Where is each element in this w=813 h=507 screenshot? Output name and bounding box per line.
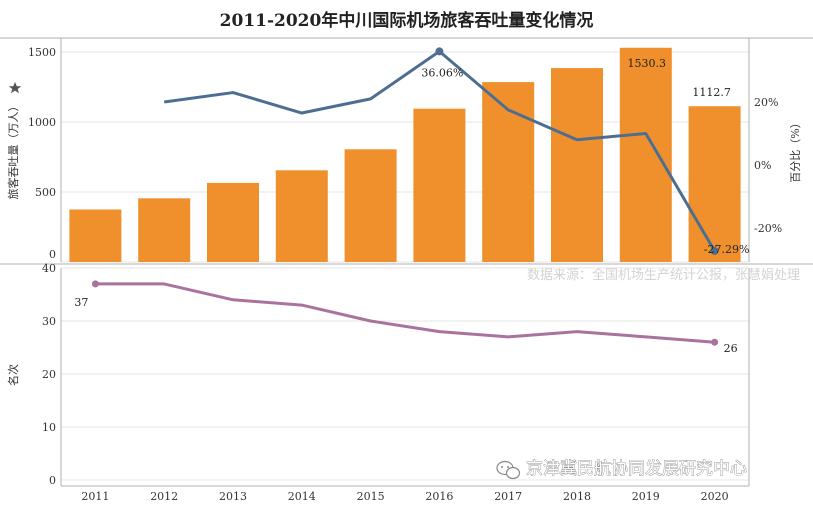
label-2011-rank: 37 xyxy=(74,296,88,309)
label-2020-growth: -27.29% xyxy=(704,243,750,256)
y-axis-label-left-bottom: 名次 xyxy=(6,364,20,386)
data-labels: 1530.3 1112.7 36.06% -27.29% 37 26 xyxy=(74,57,749,355)
source-note: 数据来源：全国机场生产统计公报，张慧娟处理 xyxy=(527,267,800,283)
y-axis-label-left-top: 旅客吞吐量（万人） xyxy=(6,101,20,200)
ytick-left-top: 500 xyxy=(35,186,56,199)
star-icon xyxy=(8,82,22,94)
ytick-right-top: 20% xyxy=(754,96,778,109)
xtick-2015: 2015 xyxy=(357,490,385,503)
label-2020-rank: 26 xyxy=(724,342,738,355)
label-2019-passengers: 1530.3 xyxy=(628,57,667,70)
growth-point-2016 xyxy=(435,47,444,56)
xtick-2020: 2020 xyxy=(701,490,729,503)
bar-2011 xyxy=(69,209,122,262)
ytick-left-bottom: 40 xyxy=(42,262,56,275)
bar-2013 xyxy=(207,182,259,262)
ytick-left-bottom: 30 xyxy=(42,315,56,328)
bar-2018 xyxy=(551,68,603,262)
ytick-left-bottom: 10 xyxy=(42,421,56,434)
ytick-right-top: 0% xyxy=(754,159,771,172)
y-axis-label-right-top: 百分比（%） xyxy=(789,117,802,182)
ytick-right-top: -20% xyxy=(754,222,782,235)
bar-2015 xyxy=(344,149,397,262)
ytick-left-bottom: 0 xyxy=(49,474,56,487)
xtick-2018: 2018 xyxy=(563,490,591,503)
label-2020-passengers: 1112.7 xyxy=(692,86,731,99)
xtick-2016: 2016 xyxy=(425,490,453,503)
bar-2014 xyxy=(275,170,328,262)
xtick-2011: 2011 xyxy=(81,490,109,503)
growth-line-series xyxy=(163,47,719,255)
xtick-2012: 2012 xyxy=(150,490,178,503)
rank-line xyxy=(95,282,715,344)
tick-labels: 0 500 1000 1500 -20% 0% 20% 0 10 20 30 40 2011 2012 20… xyxy=(6,46,802,503)
watermark: 京津冀民航协同发展研究中心 xyxy=(526,459,747,479)
bar-2012 xyxy=(138,198,191,262)
bar-series xyxy=(69,47,741,263)
xtick-2017: 2017 xyxy=(494,490,522,503)
axes xyxy=(0,37,813,487)
chart-title: 2011-2020年中川国际机场旅客吞吐量变化情况 xyxy=(219,11,594,31)
bar-2016 xyxy=(413,108,466,262)
ytick-left-bottom: 20 xyxy=(42,368,56,381)
xtick-2019: 2019 xyxy=(632,490,660,503)
ytick-left-top: 1000 xyxy=(28,116,56,129)
bar-2017 xyxy=(482,82,535,262)
growth-point-2020 xyxy=(710,246,719,255)
bar-2019 xyxy=(619,47,672,263)
wechat-icon xyxy=(496,460,521,480)
bar-2020 xyxy=(688,106,741,262)
label-2016-growth: 36.06% xyxy=(421,66,463,79)
ytick-left-top: 1500 xyxy=(28,46,56,59)
xtick-2013: 2013 xyxy=(219,490,247,503)
xtick-2014: 2014 xyxy=(288,490,316,503)
rank-line-series xyxy=(91,280,719,346)
ytick-left-top: 0 xyxy=(49,248,56,261)
rank-point-last xyxy=(711,338,719,346)
rank-point-first xyxy=(91,280,99,288)
